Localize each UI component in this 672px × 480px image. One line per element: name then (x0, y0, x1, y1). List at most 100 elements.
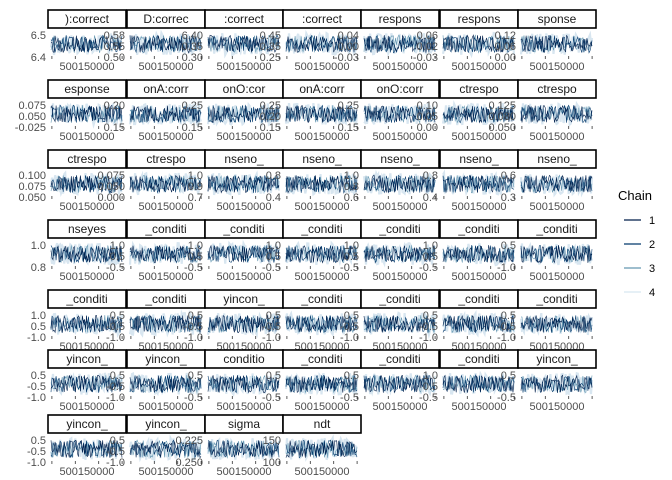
trace-line-chain-1 (442, 34, 515, 53)
x-tick-label: 500150000 (59, 131, 114, 143)
trace-line-chain-3 (285, 245, 358, 263)
trace-line-chain-1 (442, 175, 515, 193)
strip-box (47, 219, 127, 239)
x-tick-label: 500150000 (294, 466, 349, 478)
trace-line-chain-2 (442, 105, 515, 124)
strip-box (517, 349, 597, 369)
y-tick-label: 0.100 (18, 170, 46, 182)
y-tick-label: -0.5 (419, 321, 438, 333)
legend-label: 4 (649, 287, 655, 299)
y-tick-label: 0.45 (260, 30, 281, 42)
trace-line-chain-1 (285, 104, 358, 123)
trace-line-chain-1 (207, 175, 280, 194)
y-tick-label: 1.0 (344, 240, 359, 252)
trace-line-chain-1 (285, 245, 358, 264)
y-tick-label: 1.0 (188, 170, 203, 182)
facet-panel: :correct 0.450.350.25 500150000 (260, 9, 362, 73)
y-tick-label: -0.025 (15, 122, 46, 134)
legend: Chain 1 2 3 4 (618, 188, 655, 299)
x-tick-label: 500150000 (372, 201, 427, 213)
x-tick-label: 500150000 (216, 131, 271, 143)
strip-box (517, 219, 597, 239)
y-tick-label: 0.50 (104, 52, 125, 64)
trace-line-chain-1 (285, 440, 358, 459)
y-tick-label: 0.5 (188, 370, 203, 382)
strip-label: _conditi (457, 352, 499, 366)
strip-label: onO:corr (377, 82, 424, 96)
y-tick-label: 0.02 (417, 41, 438, 53)
trace-line-chain-2 (207, 104, 280, 124)
strip-label: _conditi (300, 222, 342, 236)
x-tick-label: 500150000 (529, 131, 584, 143)
x-tick-label: 500150000 (138, 61, 193, 73)
trace-line-chain-4 (128, 29, 203, 56)
strip-label: yincon_ (145, 417, 187, 431)
y-tick-label: 6.4 (31, 52, 46, 64)
strip-label: nseno_ (224, 152, 264, 166)
y-tick-label: -0.5 (497, 392, 516, 404)
strip-label: ):correct (65, 12, 110, 26)
strip-box (360, 79, 440, 99)
trace-line-chain-4 (206, 33, 280, 59)
y-tick-label: 1.0 (266, 240, 281, 252)
facet-panel: yincon_ 0.5 -0.5 500150000 (497, 349, 597, 413)
trace-line-chain-2 (129, 375, 202, 394)
legend-title: Chain (618, 188, 652, 203)
strip-box (47, 79, 127, 99)
strip-label: onA:corr (299, 82, 344, 96)
strip-label: respons (458, 12, 501, 26)
trace-line-chain-1 (363, 375, 436, 394)
strip-box (47, 9, 127, 29)
y-tick-label: 0.080 (488, 111, 516, 123)
y-tick-label: -0.5 (419, 262, 438, 274)
y-tick-label: 0.25 (182, 100, 203, 112)
y-tick-label: 0.15 (260, 122, 281, 134)
y-tick-label: 0.4 (266, 192, 281, 204)
trace-line-chain-2 (207, 315, 280, 333)
x-tick-label: 500150000 (59, 61, 114, 73)
trace-line-chain-4 (284, 372, 359, 396)
y-tick-label: 0.5 (344, 370, 359, 382)
y-tick-label: 0.9 (188, 181, 203, 193)
strip-label: ctrespo (459, 82, 499, 96)
trace-line-chain-1 (50, 245, 123, 263)
x-tick-label: 500150000 (372, 131, 427, 143)
trace-line-chain-2 (442, 174, 515, 193)
trace-line-chain-1 (50, 439, 123, 458)
trace-line-chain-1 (520, 104, 593, 123)
y-tick-label: -0.5 (340, 262, 359, 274)
trace-line-chain-1 (363, 315, 436, 333)
y-tick-label: -0.5 (497, 321, 516, 333)
trace-line-chain-4 (284, 434, 358, 462)
facet-panel: nseno_ 0.8 0.4 500150000 (266, 149, 362, 213)
y-tick-label: -0.5 (184, 262, 203, 274)
y-tick-label: -0.5 (262, 262, 281, 274)
y-tick-label: 0.250 (175, 457, 203, 469)
trace-line-chain-3 (442, 34, 515, 54)
y-tick-label: 0.6 (501, 170, 516, 182)
x-tick-label: 500150000 (451, 271, 506, 283)
trace-line-chain-4 (362, 241, 437, 268)
y-tick-label: -0.5 (262, 392, 281, 404)
trace-line-chain-2 (129, 314, 202, 334)
y-tick-label: 0.5 (423, 310, 438, 322)
y-tick-label: 0.5 (266, 310, 281, 322)
y-tick-label: 0.8 (344, 181, 359, 193)
trace-line-chain-1 (129, 375, 202, 393)
trace-line-chain-1 (207, 244, 280, 263)
y-tick-label: 0.050 (97, 181, 125, 193)
trace-line-chain-1 (363, 174, 436, 194)
strip-label: esponse (64, 82, 110, 96)
x-tick-label: 500150000 (138, 131, 193, 143)
y-tick-label: -0.5 (27, 446, 46, 458)
y-tick-label: 0.15 (182, 122, 203, 134)
trace-line-chain-2 (285, 245, 358, 264)
x-tick-label: 500150000 (529, 401, 584, 413)
strip-label: nseyes (68, 222, 106, 236)
y-tick-label: 0.20 (260, 111, 281, 123)
facet-panel: ):correct 6.5 6.4 500150000 (31, 9, 127, 73)
